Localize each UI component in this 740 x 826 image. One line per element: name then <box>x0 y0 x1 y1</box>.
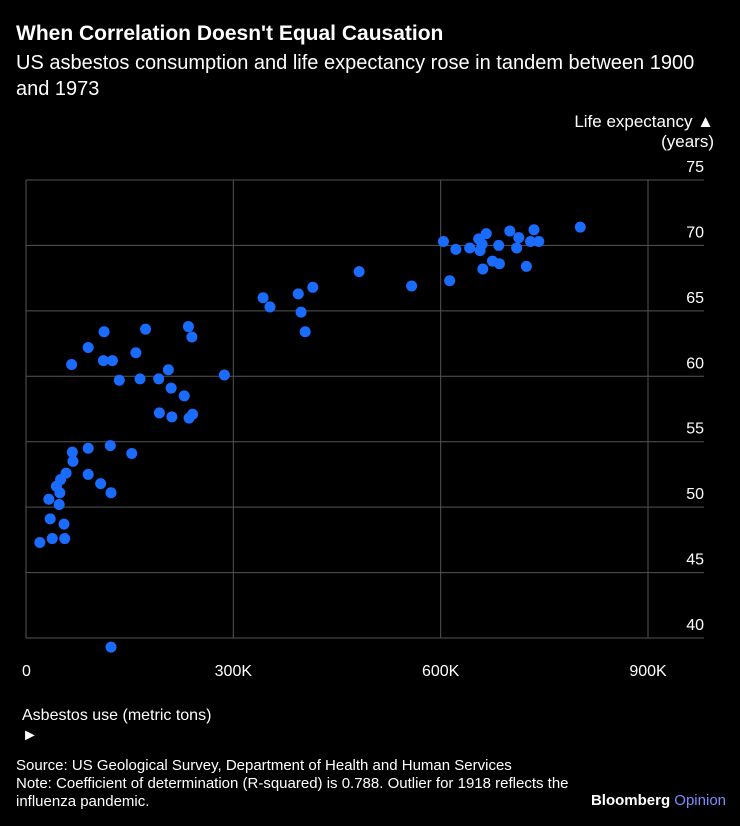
brand-suffix: Opinion <box>674 792 726 809</box>
scatter-point <box>66 359 78 371</box>
x-axis-ticks: 0 300K 600K 900K <box>22 663 667 680</box>
scatter-point <box>53 499 65 511</box>
x-tick-label: 600K <box>422 663 460 680</box>
y-tick-label: 75 <box>686 159 704 176</box>
y-tick-label: 40 <box>686 617 704 634</box>
scatter-point <box>528 224 540 236</box>
scatter-point <box>82 442 94 454</box>
scatter-point <box>162 364 174 376</box>
r-squared-note: Note: Coefficient of determination (R-sq… <box>16 775 569 810</box>
scatter-point <box>97 355 109 367</box>
source-note: Source: US Geological Survey, Department… <box>16 757 512 774</box>
scatter-point <box>98 326 110 338</box>
scatter-point <box>153 407 165 419</box>
scatter-point <box>165 382 177 394</box>
scatter-point <box>105 641 117 653</box>
scatter-point <box>186 331 198 343</box>
scatter-point <box>525 236 537 248</box>
scatter-point <box>126 447 138 459</box>
scatter-point <box>187 408 199 420</box>
scatter-point <box>58 518 70 530</box>
scatter-point <box>104 440 116 452</box>
y-tick-label: 45 <box>686 552 704 569</box>
scatter-point <box>34 536 46 548</box>
scatter-point <box>140 323 152 335</box>
scatter-point <box>307 281 319 293</box>
scatter-point <box>574 221 586 233</box>
chart-subtitle: US asbestos consumption and life expecta… <box>16 52 695 100</box>
y-tick-label: 55 <box>686 421 704 438</box>
scatter-point <box>299 326 311 338</box>
scatter-point <box>106 355 118 367</box>
scatter-plot: 40 45 50 55 60 65 70 75 0 300K 600K 900K <box>22 159 704 680</box>
scatter-point <box>477 263 489 275</box>
scatter-point <box>533 236 545 248</box>
scatter-point <box>513 232 525 244</box>
scatter-point <box>130 347 142 359</box>
y-tick-label: 70 <box>686 224 704 241</box>
y-axis-label-line2: (years) <box>661 132 714 151</box>
scatter-point <box>134 373 146 385</box>
scatter-point <box>59 533 71 545</box>
scatter-point <box>476 238 488 250</box>
scatter-point <box>153 373 165 385</box>
scatter-point <box>44 513 56 525</box>
scatter-point <box>264 301 276 313</box>
scatter-point <box>520 260 532 272</box>
y-axis-ticks: 40 45 50 55 60 65 70 75 <box>686 159 704 634</box>
x-tick-label: 900K <box>629 663 667 680</box>
brand-name: Bloomberg <box>590 792 671 809</box>
scatter-point <box>82 468 94 480</box>
data-points <box>34 221 586 653</box>
scatter-point <box>166 411 178 423</box>
x-tick-label: 300K <box>215 663 253 680</box>
x-tick-label: 0 <box>22 663 31 680</box>
scatter-point <box>113 374 125 386</box>
scatter-point <box>178 390 190 402</box>
scatter-point <box>511 242 523 254</box>
footnotes: Source: US Geological Survey, Department… <box>16 757 576 811</box>
scatter-point <box>406 280 418 292</box>
y-tick-label: 65 <box>686 290 704 307</box>
scatter-point <box>464 242 476 254</box>
scatter-point <box>292 288 304 300</box>
scatter-point <box>95 478 107 490</box>
bloomberg-opinion-logo: Bloomberg Opinion <box>591 792 726 809</box>
scatter-point <box>182 321 194 333</box>
scatter-point <box>493 258 505 270</box>
scatter-point <box>82 341 94 353</box>
scatter-point <box>218 369 230 381</box>
scatter-point <box>43 493 55 505</box>
y-axis-label: Life expectancy ▲ (years) <box>574 112 714 152</box>
scatter-point <box>504 225 516 237</box>
scatter-point <box>105 487 117 499</box>
grid-lines <box>25 179 704 639</box>
scatter-point <box>46 533 58 545</box>
scatter-point <box>444 275 456 287</box>
scatter-point <box>67 455 79 467</box>
scatter-point <box>450 243 462 255</box>
chart-title: When Correlation Doesn't Equal Causation <box>16 22 444 45</box>
scatter-point <box>493 239 505 251</box>
y-axis-label-line1: Life expectancy ▲ <box>574 112 714 131</box>
x-axis-label: Asbestos use (metric tons) ► <box>22 707 212 744</box>
y-tick-label: 60 <box>686 355 704 372</box>
scatter-point <box>480 228 492 240</box>
scatter-point <box>257 292 269 304</box>
scatter-point <box>66 446 78 458</box>
scatter-point <box>295 306 307 318</box>
scatter-point <box>60 467 72 479</box>
scatter-point <box>437 236 449 248</box>
scatter-point <box>353 266 365 278</box>
y-tick-label: 50 <box>686 486 704 503</box>
